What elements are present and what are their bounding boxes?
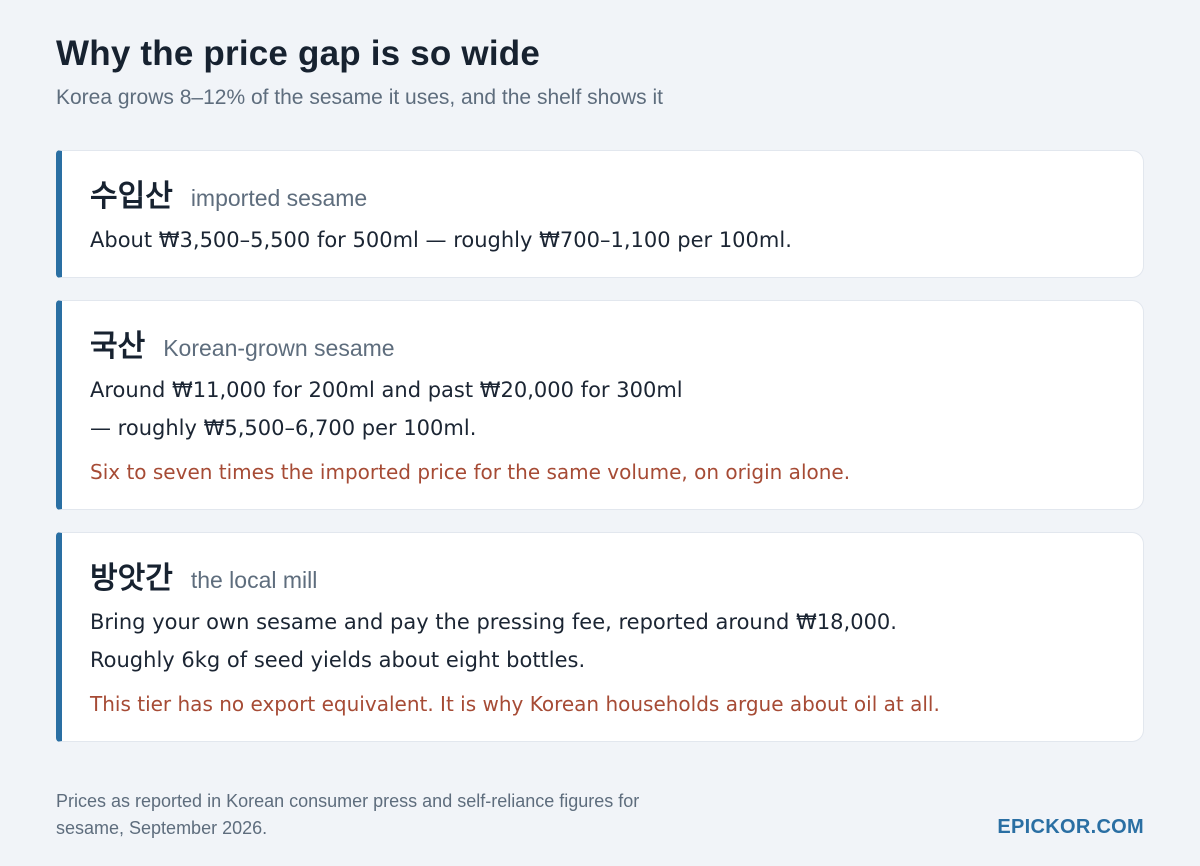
card-heading: 국산 Korean-grown sesame bbox=[90, 321, 1143, 364]
card-price-line: Bring your own sesame and pay the pressi… bbox=[90, 610, 897, 634]
page-title: Why the price gap is so wide bbox=[56, 34, 541, 73]
card-heading: 방앗간 the local mill bbox=[90, 553, 1143, 596]
card-price-line: — roughly ₩5,500–6,700 per 100ml. bbox=[90, 416, 477, 440]
source-note: Prices as reported in Korean consumer pr… bbox=[56, 788, 776, 842]
source-note-line: sesame, September 2026. bbox=[56, 818, 268, 838]
page-subtitle: Korea grows 8–12% of the sesame it uses,… bbox=[56, 86, 664, 109]
card-highlight-note: This tier has no export equivalent. It i… bbox=[90, 692, 940, 716]
card-price-line: Roughly 6kg of seed yields about eight b… bbox=[90, 648, 586, 672]
card-local-mill: 방앗간 the local mill Bring your own sesame… bbox=[56, 532, 1144, 742]
card-body: Bring your own sesame and pay the pressi… bbox=[90, 603, 1143, 721]
card-body: About ₩3,500–5,500 for 500ml — roughly ₩… bbox=[90, 221, 1143, 259]
card-price-line: Around ₩11,000 for 200ml and past ₩20,00… bbox=[90, 378, 683, 402]
card-english-term: the local mill bbox=[190, 567, 318, 593]
card-korean-term: 국산 bbox=[90, 329, 146, 364]
source-note-line: Prices as reported in Korean consumer pr… bbox=[56, 791, 640, 811]
card-korean-term: 방앗간 bbox=[90, 561, 173, 596]
card-highlight-note: Six to seven times the imported price fo… bbox=[90, 460, 851, 484]
card-body: Around ₩11,000 for 200ml and past ₩20,00… bbox=[90, 371, 1143, 489]
card-english-term: Korean-grown sesame bbox=[163, 335, 395, 361]
card-korean-term: 수입산 bbox=[90, 179, 173, 214]
card-price-line: About ₩3,500–5,500 for 500ml — roughly ₩… bbox=[90, 228, 792, 252]
card-korean-grown-sesame: 국산 Korean-grown sesame Around ₩11,000 fo… bbox=[56, 300, 1144, 510]
brand-logo-text: EPICKOR.COM bbox=[997, 816, 1144, 838]
card-imported-sesame: 수입산 imported sesame About ₩3,500–5,500 f… bbox=[56, 150, 1144, 278]
card-heading: 수입산 imported sesame bbox=[90, 171, 1143, 214]
card-english-term: imported sesame bbox=[190, 185, 368, 211]
